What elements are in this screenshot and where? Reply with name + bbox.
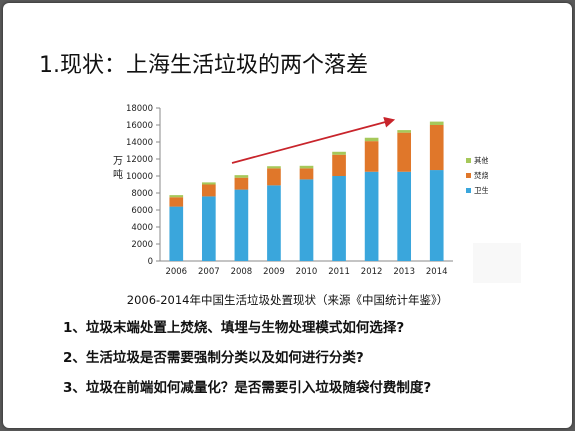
question-item: 2、生活垃圾是否需要强制分类以及如何进行分类? bbox=[63, 350, 364, 366]
legend-swatch bbox=[466, 188, 471, 193]
bar-segment bbox=[397, 130, 412, 133]
bar-segment bbox=[299, 165, 314, 169]
legend-swatch bbox=[466, 173, 471, 178]
legend-label: 焚烧 bbox=[474, 170, 488, 180]
bar-segment bbox=[299, 179, 314, 261]
bar-segment bbox=[201, 182, 216, 185]
bar-segment bbox=[429, 125, 444, 171]
bar-segment bbox=[332, 176, 346, 261]
trend-arrow bbox=[231, 117, 396, 164]
legend-label: 卫生填埋 bbox=[474, 185, 488, 195]
x-tick-label: 2011 bbox=[328, 267, 350, 277]
question-item: 1、垃圾末端处置上焚烧、填埋与生物处理模式如何选择? bbox=[63, 320, 405, 336]
y-tick-label: 18000 bbox=[126, 104, 153, 114]
y-axis-label: 吨 bbox=[113, 168, 123, 181]
bar-segment bbox=[234, 177, 249, 190]
bar-segment bbox=[169, 197, 184, 207]
y-tick-label: 14000 bbox=[126, 138, 153, 148]
y-tick-label: 2000 bbox=[131, 240, 153, 250]
decorative-box bbox=[473, 243, 521, 283]
bar-segment bbox=[234, 175, 249, 178]
bar-segment bbox=[364, 171, 379, 261]
y-tick-label: 4000 bbox=[131, 223, 153, 233]
slide-title: 1.现状：上海生活垃圾的两个落差 bbox=[39, 53, 368, 78]
y-tick-label: 0 bbox=[148, 257, 153, 267]
bar-segment bbox=[429, 170, 444, 261]
bar-segment bbox=[364, 141, 379, 172]
slide: 1.现状：上海生活垃圾的两个落差 0 2000 4000 6000 8000 10000 1… bbox=[3, 3, 572, 428]
x-tick-label: 2007 bbox=[198, 267, 220, 277]
bar-segment bbox=[267, 168, 281, 186]
bar-segment bbox=[332, 151, 346, 155]
x-tick-label: 2009 bbox=[263, 267, 285, 277]
bar-segment bbox=[397, 171, 412, 261]
legend-swatch bbox=[466, 158, 471, 163]
bar-segment bbox=[299, 168, 314, 180]
bar-segment bbox=[364, 137, 379, 142]
question-item: 3、垃圾在前端如何减量化？是否需要引入垃圾随袋付费制度? bbox=[63, 380, 432, 396]
x-tick-label: 2010 bbox=[296, 267, 318, 277]
chart-caption: 2006-2014年中国生活垃圾处置现状（来源《中国统计年鉴》） bbox=[126, 293, 449, 307]
bar-segment bbox=[429, 121, 444, 125]
stacked-bar-chart: 0 2000 4000 6000 8000 10000 12000 14000 16000 180… bbox=[113, 104, 488, 277]
y-tick-label: 12000 bbox=[126, 155, 153, 165]
bar-segment bbox=[397, 132, 412, 172]
question-list: 1、垃圾末端处置上焚烧、填埋与生物处理模式如何选择? 2、生活垃圾是否需要强制分… bbox=[63, 317, 431, 407]
bar-segment bbox=[169, 195, 184, 198]
bar-segment bbox=[201, 196, 216, 261]
bar-segment bbox=[234, 189, 249, 261]
x-tick-label: 2008 bbox=[231, 267, 253, 277]
y-tick-label: 10000 bbox=[126, 172, 153, 182]
x-tick-label: 2014 bbox=[426, 267, 448, 277]
y-axis-label: 万 bbox=[113, 156, 123, 167]
legend-label: 其他 bbox=[474, 155, 488, 165]
y-tick-label: 8000 bbox=[131, 189, 153, 199]
x-tick-label: 2013 bbox=[393, 267, 415, 277]
bar-segment bbox=[267, 185, 281, 261]
y-tick-label: 16000 bbox=[126, 121, 153, 131]
bar-segment bbox=[332, 154, 346, 176]
bar-segment bbox=[267, 166, 281, 169]
y-tick-label: 6000 bbox=[131, 206, 153, 216]
x-tick-label: 2006 bbox=[165, 267, 187, 277]
bar-segment bbox=[201, 184, 216, 197]
x-tick-label: 2012 bbox=[361, 267, 383, 277]
bar-segment bbox=[169, 206, 184, 261]
